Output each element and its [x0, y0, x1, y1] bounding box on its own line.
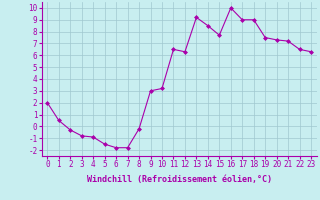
X-axis label: Windchill (Refroidissement éolien,°C): Windchill (Refroidissement éolien,°C)	[87, 175, 272, 184]
